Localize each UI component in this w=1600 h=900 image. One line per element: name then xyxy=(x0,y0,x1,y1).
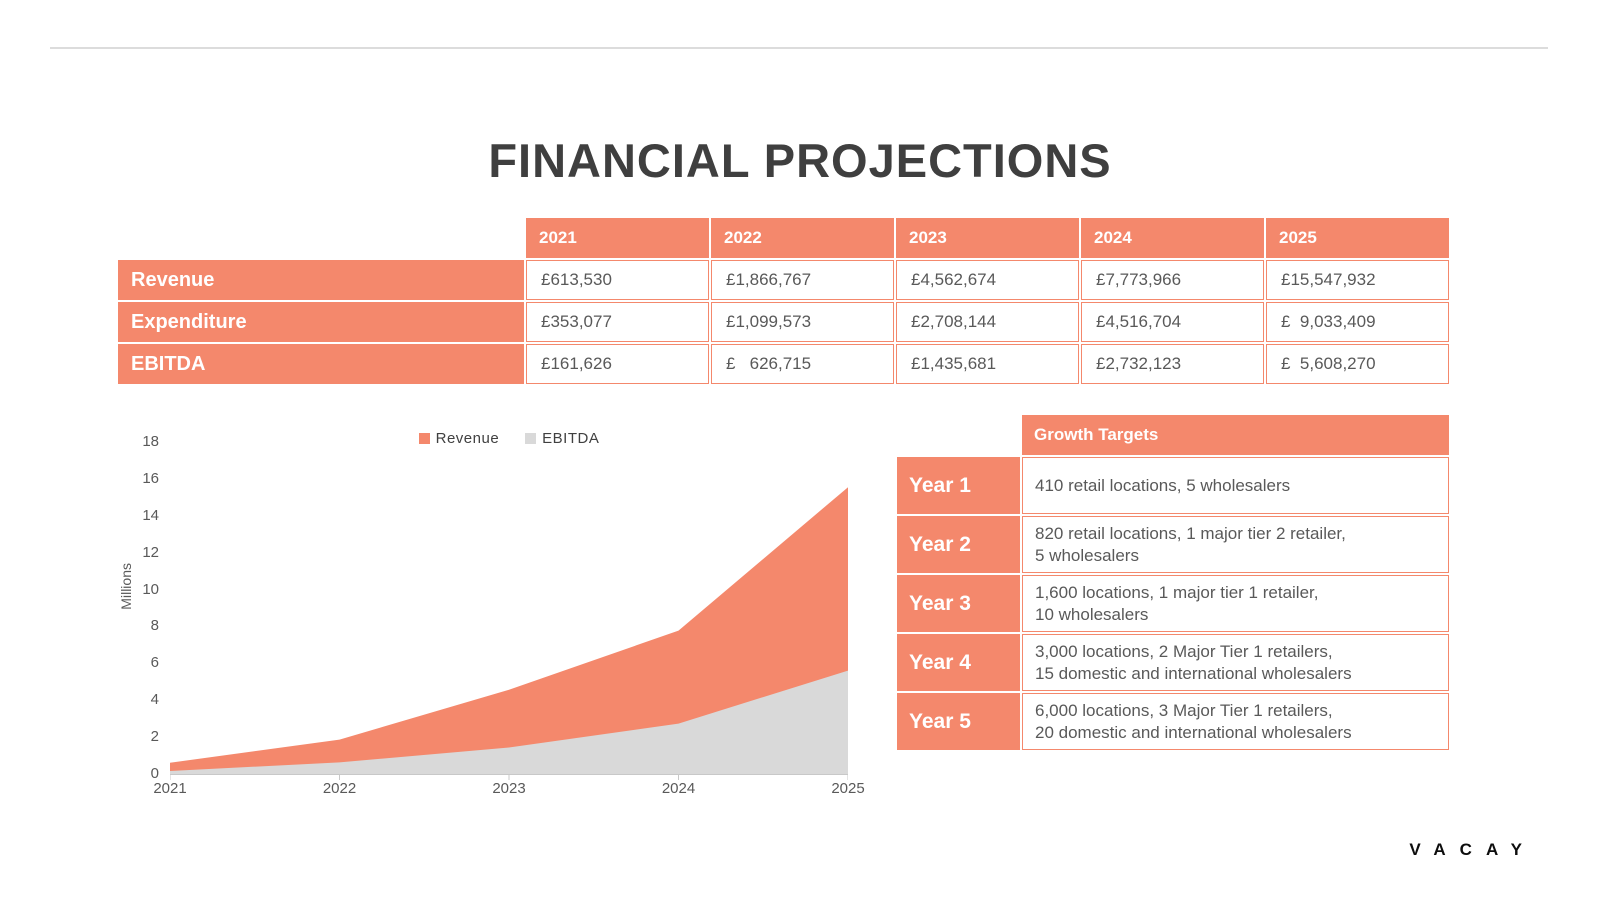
revenue-swatch-icon xyxy=(418,433,430,444)
chart-plot-area xyxy=(170,487,848,780)
growth-row-label: Year 3 xyxy=(897,575,1020,632)
value-cell: £ 9,033,409 xyxy=(1266,302,1449,342)
y-axis-tick-label: 12 xyxy=(142,543,159,561)
y-axis-tick-label: 14 xyxy=(142,506,159,524)
value-cell: £1,435,681 xyxy=(896,344,1079,384)
value-cell: £7,773,966 xyxy=(1081,260,1264,300)
area-ebitda xyxy=(170,670,848,774)
y-axis-tick-label: 16 xyxy=(142,469,159,487)
legend-label: EBITDA xyxy=(542,430,600,447)
y-axis-tick-label: 8 xyxy=(150,617,159,635)
value-cell: £2,732,123 xyxy=(1081,344,1264,384)
growth-row-label: Year 1 xyxy=(897,457,1020,514)
y-axis-tick-label: 2 xyxy=(150,728,159,746)
value-cell: £4,562,674 xyxy=(896,260,1079,300)
y-axis-tick-label: 6 xyxy=(150,654,159,672)
value-cell: £1,099,573 xyxy=(711,302,894,342)
growth-row-text: 6,000 locations, 3 Major Tier 1 retailer… xyxy=(1022,693,1449,750)
growth-row-text: 410 retail locations, 5 wholesalers xyxy=(1022,457,1449,514)
x-axis-tick-label: 2024 xyxy=(661,780,696,797)
top-divider-line xyxy=(50,47,1548,49)
revenue-ebitda-area-chart: Revenue EBITDA Millions 18 16 14 12 10 8 6 4 2 0 20… xyxy=(105,428,875,823)
value-cell: £613,530 xyxy=(526,260,709,300)
growth-table-header: Growth Targets xyxy=(1022,415,1449,455)
growth-targets-table: Growth Targets Year 1 410 retail locations… xyxy=(897,415,1449,750)
growth-row-label: Year 4 xyxy=(897,634,1020,691)
value-cell: £2,708,144 xyxy=(896,302,1079,342)
financial-table-corner xyxy=(118,218,524,258)
legend-label: Revenue xyxy=(435,430,500,447)
ebitda-swatch-icon xyxy=(525,433,537,444)
value-cell: £4,516,704 xyxy=(1081,302,1264,342)
growth-table-corner xyxy=(897,415,1020,455)
value-cell: £ 626,715 xyxy=(711,344,894,384)
row-label-expenditure: Expenditure xyxy=(118,302,524,342)
legend-item-ebitda: EBITDA xyxy=(525,430,599,447)
y-axis-tick-label: 10 xyxy=(142,580,159,598)
x-axis-tick-label: 2025 xyxy=(831,780,865,797)
growth-row-text: 1,600 locations, 1 major tier 1 retailer… xyxy=(1022,575,1449,632)
value-cell: £1,866,767 xyxy=(711,260,894,300)
y-axis-tick-label: 4 xyxy=(150,691,159,709)
year-column-header: 2023 xyxy=(896,218,1079,258)
row-label-ebitda: EBITDA xyxy=(118,344,524,384)
brand-logo: VACAY xyxy=(1409,840,1536,859)
value-cell: £15,547,932 xyxy=(1266,260,1449,300)
year-column-header: 2025 xyxy=(1266,218,1449,258)
financial-table: 2021 2022 2023 2024 2025 Revenue £613,530 £1,86… xyxy=(118,218,1449,384)
value-cell: £161,626 xyxy=(526,344,709,384)
value-cell: £353,077 xyxy=(526,302,709,342)
area-revenue xyxy=(170,487,848,774)
growth-row-text: 820 retail locations, 1 major tier 2 ret… xyxy=(1022,516,1449,573)
y-axis-tick-label: 0 xyxy=(150,765,159,782)
growth-row-text: 3,000 locations, 2 Major Tier 1 retailer… xyxy=(1022,634,1449,691)
x-axis-tick-label: 2022 xyxy=(322,780,357,797)
growth-row-label: Year 2 xyxy=(897,516,1020,573)
legend-item-revenue: Revenue xyxy=(418,430,500,447)
growth-row-label: Year 5 xyxy=(897,693,1020,750)
year-column-header: 2021 xyxy=(526,218,709,258)
value-cell: £ 5,608,270 xyxy=(1266,344,1449,384)
x-axis-tick-label: 2023 xyxy=(492,780,526,797)
row-label-revenue: Revenue xyxy=(118,260,524,300)
x-axis-tick-label: 2021 xyxy=(153,780,187,797)
year-column-header: 2024 xyxy=(1081,218,1264,258)
year-column-header: 2022 xyxy=(711,218,894,258)
y-axis-tick-label: 18 xyxy=(142,433,159,450)
chart-legend: Revenue EBITDA xyxy=(170,430,848,447)
page-title: FINANCIAL PROJECTIONS xyxy=(488,134,1112,188)
